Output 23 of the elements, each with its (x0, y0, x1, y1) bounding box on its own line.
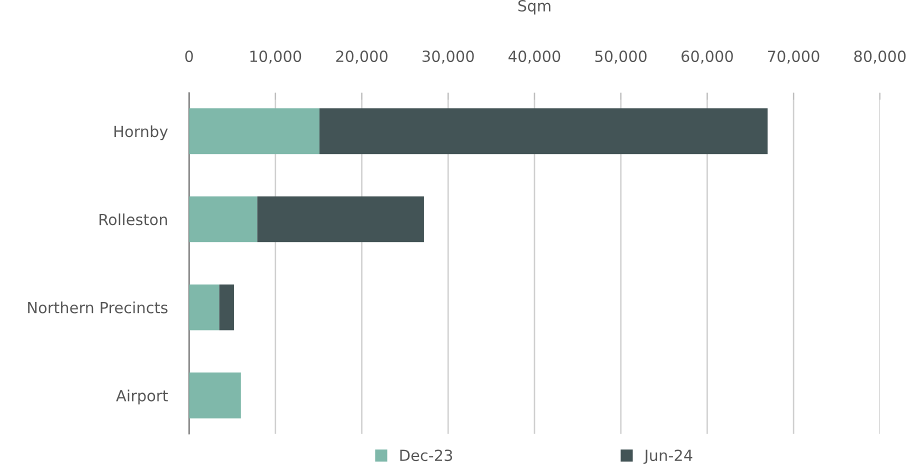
x-tick-label: 30,000 (422, 50, 474, 64)
bar (189, 108, 320, 154)
x-tick-label: 10,000 (250, 50, 302, 64)
y-tick-label: Northern Precincts (28, 302, 168, 314)
bar (257, 196, 424, 242)
bar (189, 196, 258, 242)
x-tick-label: 80,000 (854, 50, 906, 64)
x-tick-label: 60,000 (682, 50, 733, 64)
bar (319, 108, 768, 154)
y-tick-label: Airport (116, 390, 168, 404)
y-tick-label: Hornby (114, 125, 168, 140)
x-tick-label: 50,000 (595, 50, 647, 64)
bar (189, 284, 220, 330)
bar (219, 284, 234, 330)
x-axis-title: Sqm (518, 0, 550, 15)
legend-label: Jun-24 (643, 450, 692, 464)
x-tick-label: 40,000 (508, 50, 560, 64)
legend-label: Dec-23 (400, 450, 452, 462)
y-tick-label: Rolleston (100, 213, 167, 226)
bar (189, 372, 241, 418)
x-tick-label: 70,000 (768, 50, 820, 64)
x-tick-label: 20,000 (336, 50, 388, 64)
x-tick-label: 0 (185, 50, 193, 62)
